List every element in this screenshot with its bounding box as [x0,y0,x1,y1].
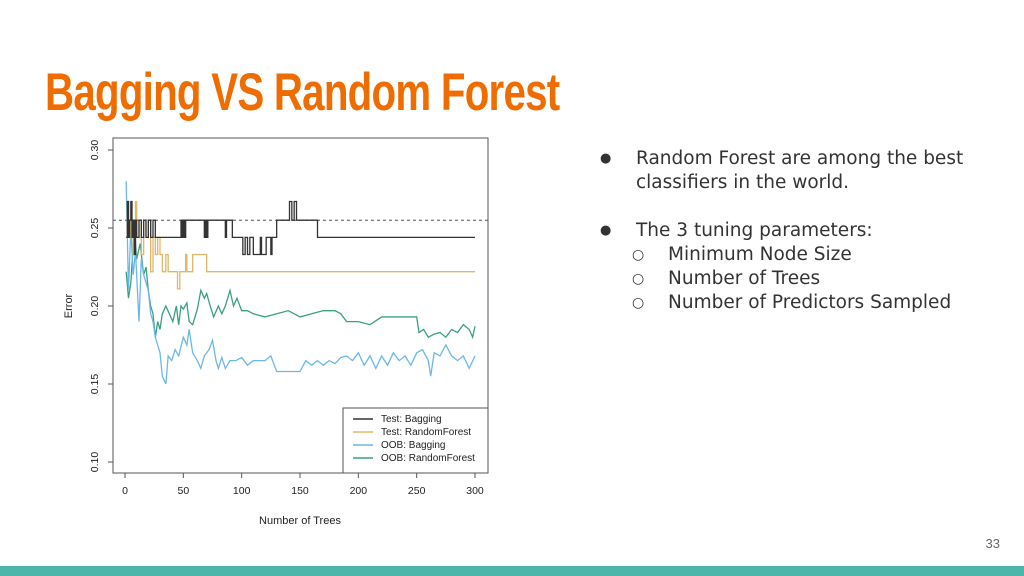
legend-label: OOB: Bagging [381,440,445,451]
bullet-circle-icon: ○ [632,271,645,287]
bullet-circle-icon: ○ [632,295,645,311]
legend-label: Test: Bagging [381,414,442,425]
y-tick-label: 0.25 [89,218,101,239]
sub-bullet-item: ○ Minimum Node Size [600,243,1000,267]
bullet-item: ● The 3 tuning parameters: [600,219,1000,243]
error-vs-trees-chart: 0 50 100 150 200 250 300 0.10 0.15 0.20 0.25 0.30 Te… [63,137,489,527]
x-tick-label: 50 [177,485,189,497]
bullet-item: ● Random Forest are among the best class… [600,147,1000,195]
bullet-list: ● Random Forest are among the best class… [600,147,1000,315]
bullet-text: The 3 tuning parameters: [636,220,873,241]
sub-bullet-text: Minimum Node Size [668,244,852,265]
y-tick-label: 0.30 [89,140,101,161]
x-tick-label: 0 [122,485,128,497]
y-axis-label: Error [63,293,75,318]
sub-bullet-item: ○ Number of Predictors Sampled [600,291,1000,315]
y-tick-label: 0.10 [89,452,101,473]
y-tick-label: 0.20 [89,296,101,317]
sub-bullet-text: Number of Trees [668,268,821,289]
bullet-text: Random Forest are among the best classif… [636,148,964,193]
bullet-dot-icon: ● [600,223,612,238]
x-tick-label: 300 [466,485,484,497]
x-tick-label: 150 [291,485,309,497]
series-line-test-bagging [126,200,475,256]
sub-bullet-item: ○ Number of Trees [600,267,1000,291]
footer-bar [0,566,1024,576]
x-axis-label: Number of Trees [259,515,341,527]
bullet-dot-icon: ● [600,151,612,166]
y-tick-label: 0.15 [89,374,101,395]
page-number: 33 [985,536,1000,551]
series-line-oob-bagging [125,181,476,385]
bullet-circle-icon: ○ [632,247,645,263]
sub-bullet-text: Number of Predictors Sampled [668,292,952,313]
legend-label: OOB: RandomForest [381,453,475,464]
slide-title: Bagging VS Random Forest [45,63,560,122]
series-line-oob-randomforest [125,227,476,340]
x-tick-label: 200 [350,485,368,497]
x-tick-label: 100 [233,485,251,497]
series-line-test-randomforest [126,200,475,290]
x-tick-label: 250 [408,485,426,497]
legend-label: Test: RandomForest [381,427,471,438]
